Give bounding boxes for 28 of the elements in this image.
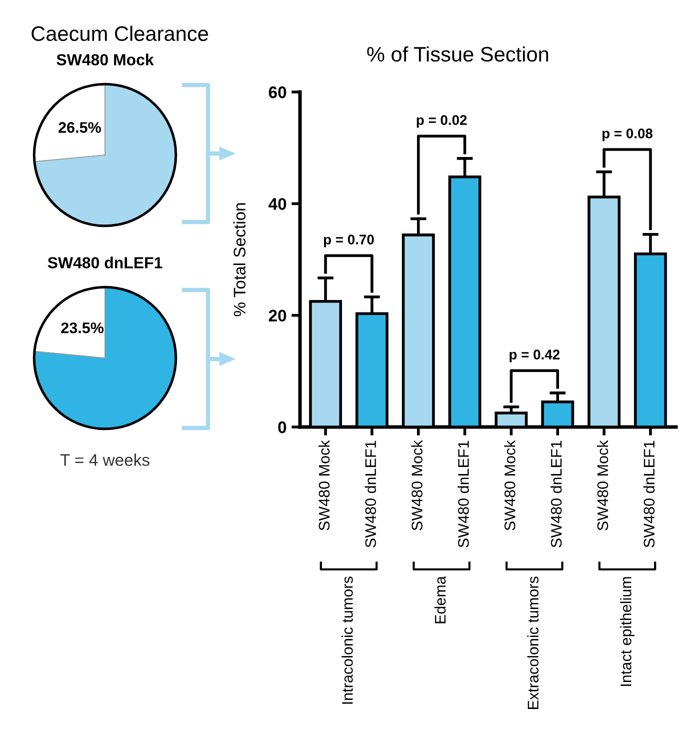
- x-tick-label: SW480 dnLEF1: [550, 440, 562, 548]
- y-tick-label: 40: [268, 198, 286, 210]
- text: Extracolonic tumors: [527, 576, 539, 709]
- chart-subtitle: SW480 Mock: [56, 54, 154, 66]
- x-tick-label: SW480 dnLEF1: [364, 440, 376, 548]
- annotation: p = 0.42: [510, 350, 560, 362]
- annotation: p = 0.02: [416, 115, 467, 128]
- chart-title: Caecum Clearance: [32, 26, 208, 42]
- x-tick-label: SW480 Mock: [411, 440, 422, 530]
- y-axis-title: % Total Section: [233, 203, 246, 316]
- annotation: p = 0.08: [602, 128, 653, 142]
- text: Edema: [434, 576, 446, 624]
- x-tick-label: SW480 Mock: [596, 440, 608, 530]
- text: Intact epithelium: [620, 577, 634, 686]
- text: T = 4 weeks: [60, 454, 150, 466]
- y-tick-label: 0: [278, 421, 286, 434]
- y-tick-label: 20: [268, 310, 286, 322]
- x-tick-label: SW480 dnLEF1: [458, 440, 469, 548]
- x-tick-label: SW480 Mock: [318, 440, 330, 530]
- chart-title: % of Tissue Section: [367, 46, 548, 62]
- y-tick-label: 60: [268, 86, 286, 98]
- annotation: p = 0.70: [324, 234, 374, 248]
- data-label: 23.5%: [61, 322, 104, 334]
- chart-subtitle: SW480 dnLEF1: [48, 256, 162, 268]
- data-label: 26.5%: [58, 122, 101, 133]
- x-tick-label: SW480 dnLEF1: [643, 440, 655, 548]
- x-tick-label: SW480 Mock: [504, 440, 516, 530]
- text: Intracolonic tumors: [342, 576, 353, 704]
